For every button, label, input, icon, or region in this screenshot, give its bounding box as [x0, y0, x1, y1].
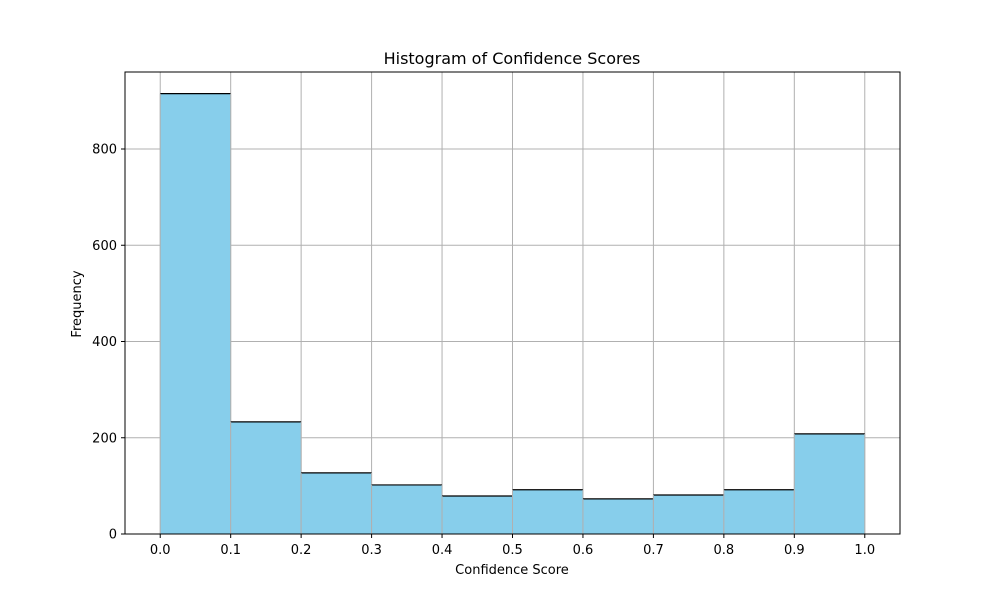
y-tick-label: 800	[92, 143, 117, 158]
y-tick-label: 400	[92, 335, 117, 350]
y-tick-label: 0	[109, 528, 117, 543]
histogram-bar	[300, 472, 373, 534]
histogram-bar-fill	[512, 489, 583, 534]
x-tick-label: 0.4	[432, 543, 453, 558]
x-tick-label: 0.5	[502, 543, 523, 558]
histogram-bar	[441, 495, 513, 534]
histogram-bar	[512, 489, 584, 534]
x-axis-label: Confidence Score	[455, 563, 569, 578]
histogram-bar-fill	[723, 489, 795, 534]
y-tick-label: 600	[92, 239, 117, 254]
y-axis-label: Frequency	[70, 270, 85, 337]
histogram-bar	[793, 433, 866, 534]
x-tick-label: 0.3	[361, 543, 382, 558]
x-tick-label: 1.0	[854, 543, 875, 558]
histogram-bar	[371, 484, 443, 534]
histogram-bar-fill	[582, 498, 654, 534]
histogram-bar-fill	[442, 495, 513, 534]
histogram-bar-fill	[794, 433, 865, 534]
y-axis-ticks: 0 200 400 600 800	[92, 143, 125, 543]
x-tick-label: 0.0	[150, 543, 171, 558]
histogram-bar	[159, 93, 232, 534]
x-tick-label: 0.2	[291, 543, 312, 558]
histogram-bar-fill	[371, 484, 443, 534]
x-tick-label: 0.9	[784, 543, 805, 558]
x-tick-label: 0.7	[643, 543, 664, 558]
histogram-bar	[652, 494, 725, 534]
x-tick-label: 0.8	[714, 543, 735, 558]
histogram-bar-fill	[230, 421, 302, 534]
histogram-bar	[582, 498, 654, 534]
histogram-bar	[723, 489, 795, 534]
chart-title: Histogram of Confidence Scores	[384, 49, 641, 68]
y-tick-label: 200	[92, 431, 117, 446]
histogram-bar	[230, 421, 302, 534]
histogram-bar-fill	[160, 93, 231, 534]
histogram-bar-fill	[653, 495, 724, 534]
x-tick-label: 0.6	[573, 543, 594, 558]
x-tick-label: 0.1	[220, 543, 241, 558]
histogram-bar-fill	[301, 472, 372, 534]
x-axis-ticks: 0.0 0.1 0.2 0.3 0.4 0.5 0.6 0.7 0.8 0.9 1.0	[150, 534, 875, 558]
bars	[159, 93, 866, 534]
